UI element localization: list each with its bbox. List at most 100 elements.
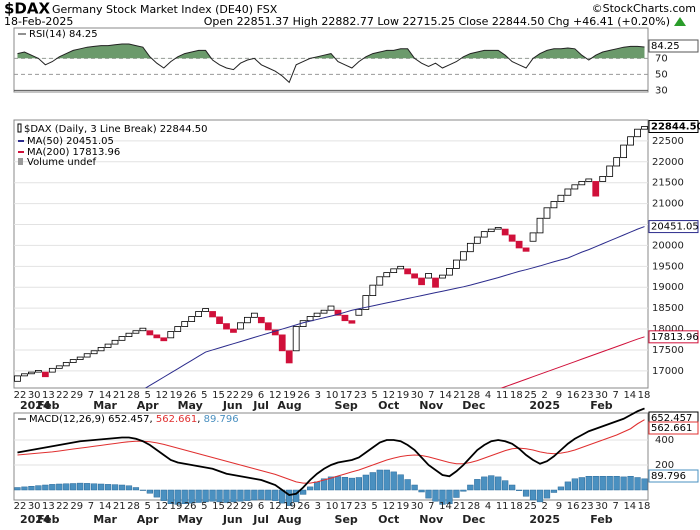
x-month-label: 2024 <box>20 513 51 526</box>
histogram-bar <box>313 481 321 491</box>
histogram-bar <box>474 479 481 491</box>
brick <box>76 356 84 360</box>
histogram-bar <box>237 489 244 502</box>
x-tick-label: 11 <box>496 390 509 401</box>
brick <box>453 259 460 269</box>
legend-value: 89.796 <box>204 414 239 425</box>
histogram-bar <box>341 477 349 491</box>
y-tick-label: 200 <box>655 460 674 471</box>
x-tick-label: 19 <box>170 501 183 512</box>
histogram-bar <box>585 476 592 491</box>
brick <box>599 176 607 182</box>
x-tick-label: 12 <box>155 390 168 401</box>
brick <box>174 326 182 332</box>
histogram-bar <box>49 484 56 491</box>
brick <box>508 234 516 242</box>
x-month-label: Sep <box>335 399 358 412</box>
brick <box>466 242 474 253</box>
x-tick-label: 9 <box>556 390 562 401</box>
brick <box>313 312 321 317</box>
y-tick-label: 18500 <box>652 303 684 314</box>
histogram-bar <box>411 484 418 491</box>
x-month-label: Nov <box>419 513 444 526</box>
x-tick-label: 18 <box>638 390 651 401</box>
value-box-label: 20451.05 <box>651 222 699 233</box>
histogram-bar <box>139 489 147 491</box>
x-tick-label: 12 <box>269 390 282 401</box>
brick <box>641 126 648 130</box>
x-tick-label: 22 <box>56 501 69 512</box>
brick <box>327 305 335 311</box>
x-month-label: Mar <box>93 513 117 526</box>
brick <box>223 323 230 330</box>
brick <box>41 371 49 378</box>
x-tick-label: 6 <box>258 390 264 401</box>
x-month-label: May <box>178 399 203 412</box>
x-tick-label: 30 <box>28 501 41 512</box>
histogram-bar <box>174 489 181 505</box>
histogram-bar <box>425 489 432 499</box>
x-month-label: Oct <box>378 513 399 526</box>
brick <box>118 336 126 341</box>
histogram-bar <box>599 476 606 491</box>
histogram-bar <box>28 486 35 491</box>
x-tick-label: 26 <box>184 501 197 512</box>
x-tick-label: 18 <box>510 390 523 401</box>
x-month-label: Jul <box>252 513 269 526</box>
separator: , <box>197 414 203 425</box>
histogram-bar <box>620 476 627 491</box>
brick <box>613 157 621 167</box>
histogram-bar <box>522 489 530 497</box>
histogram-bar <box>550 489 558 493</box>
brick <box>494 227 502 230</box>
legend-icon <box>17 123 22 133</box>
signal-line <box>17 419 645 484</box>
x-tick-label: 4 <box>485 390 491 401</box>
brick <box>383 272 391 278</box>
legend-icon <box>18 158 23 165</box>
x-tick-label: 29 <box>241 501 254 512</box>
x-tick-label: 7 <box>612 390 618 401</box>
histogram-bar <box>125 485 133 491</box>
brick <box>550 201 558 209</box>
brick <box>188 316 196 322</box>
x-tick-label: 2 <box>542 501 548 512</box>
histogram-bar <box>564 481 572 491</box>
brick <box>237 322 244 330</box>
x-tick-label: 5 <box>201 501 207 512</box>
histogram-bar <box>118 484 126 491</box>
brick <box>606 165 614 177</box>
histogram-bar <box>146 489 153 494</box>
histogram-bar <box>111 484 119 491</box>
histogram-bar <box>216 489 223 503</box>
x-tick-label: 29 <box>241 390 254 401</box>
brick <box>557 194 565 202</box>
x-tick-label: 29 <box>70 501 83 512</box>
value-box <box>648 39 699 53</box>
brick <box>139 327 147 332</box>
histogram-bar <box>348 477 356 491</box>
x-tick-label: 5 <box>201 390 207 401</box>
index-name: Germany Stock Market Index (DE40) FSX <box>52 3 278 16</box>
legend-value: 652.457 <box>108 414 149 425</box>
histogram-bar <box>306 486 314 491</box>
x-tick-label: 14 <box>99 390 112 401</box>
histogram-bar <box>362 474 369 491</box>
value-box <box>648 220 699 234</box>
y-tick-label: 19500 <box>652 261 684 272</box>
value-box-label: 652.457 <box>651 413 692 424</box>
brick <box>341 314 349 322</box>
histogram-bar <box>21 486 28 491</box>
x-tick-label: 21 <box>113 390 126 401</box>
x-tick-label: 13 <box>42 501 55 512</box>
histogram-bar <box>467 484 474 491</box>
histogram-bar <box>543 489 551 499</box>
brick <box>522 247 530 252</box>
x-month-label: Feb <box>590 513 613 526</box>
x-tick-label: 7 <box>612 501 618 512</box>
histogram-bar <box>195 489 202 503</box>
x-tick-label: 14 <box>99 501 112 512</box>
brick <box>160 337 168 342</box>
x-tick-label: 30 <box>595 501 608 512</box>
price-panel <box>13 119 649 389</box>
